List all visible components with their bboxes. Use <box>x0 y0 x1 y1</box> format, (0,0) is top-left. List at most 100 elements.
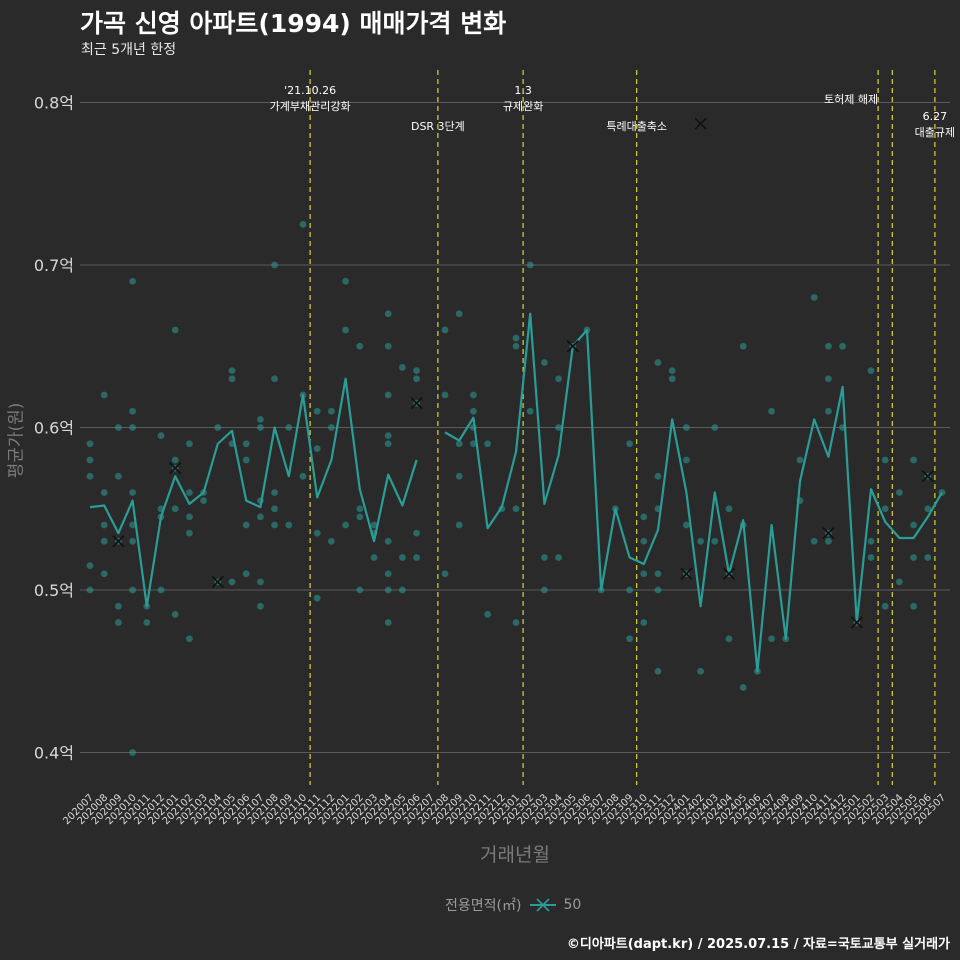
data-point <box>328 537 335 545</box>
x-marker <box>680 567 693 580</box>
event-label: 가계부채관리강화 <box>270 100 351 113</box>
data-point <box>257 602 264 610</box>
data-point <box>370 554 378 561</box>
data-point <box>725 635 733 643</box>
data-point <box>384 432 392 440</box>
data-point <box>626 586 633 594</box>
x-marker-stroke <box>822 527 835 540</box>
data-point <box>271 521 278 529</box>
data-point <box>768 407 775 415</box>
data-point <box>313 445 321 453</box>
data-point <box>711 424 719 431</box>
x-marker <box>850 616 863 629</box>
data-point <box>768 635 775 643</box>
data-point <box>654 667 662 675</box>
chart-title: 가곡 신영 아파트(1994) 매매가격 변화 <box>80 9 507 38</box>
x-marker <box>822 527 835 540</box>
data-point <box>242 440 250 448</box>
data-point <box>810 294 818 301</box>
data-point <box>313 407 321 415</box>
event-label: 규제완화 <box>503 100 543 113</box>
data-point <box>526 261 534 269</box>
data-point <box>356 513 364 521</box>
y-tick-label: 0.4억 <box>34 744 74 763</box>
data-point <box>356 505 364 513</box>
event-label: 6.27 <box>923 110 948 123</box>
data-point <box>910 602 917 610</box>
data-point <box>825 407 832 415</box>
data-point <box>228 367 236 375</box>
x-marker <box>921 470 934 483</box>
data-point <box>399 363 406 371</box>
data-point <box>640 513 648 521</box>
data-point <box>796 456 804 464</box>
data-point <box>867 367 875 375</box>
data-point <box>512 505 520 513</box>
data-point <box>739 684 747 691</box>
data-point <box>825 375 832 383</box>
y-tick-label: 0.7억 <box>34 256 74 275</box>
data-point <box>356 342 364 350</box>
x-marker-stroke <box>211 575 224 588</box>
data-point <box>129 521 137 529</box>
x-marker-stroke <box>566 340 579 353</box>
x-marker-stroke <box>694 117 707 130</box>
event-label: DSR 3단계 <box>411 120 465 133</box>
data-point <box>512 619 520 626</box>
x-marker <box>211 575 224 588</box>
data-point <box>186 529 193 537</box>
data-point <box>839 342 846 350</box>
data-point <box>413 554 420 561</box>
data-point <box>285 521 293 529</box>
data-point <box>455 440 463 448</box>
data-point <box>171 610 179 618</box>
x-marker-stroke <box>722 567 736 580</box>
data-point <box>384 440 392 448</box>
data-point <box>228 578 236 586</box>
data-point <box>711 537 719 545</box>
legend-title: 전용면적(㎡) <box>445 898 522 914</box>
x-marker <box>694 117 707 130</box>
data-point <box>86 456 94 464</box>
series-line <box>444 312 943 673</box>
data-point <box>881 456 889 464</box>
data-point <box>484 440 491 448</box>
x-marker <box>566 340 579 353</box>
data-point <box>171 505 179 513</box>
data-point <box>683 521 690 529</box>
data-point <box>526 407 534 415</box>
data-point <box>512 334 520 342</box>
data-point <box>129 489 137 496</box>
data-point <box>384 391 392 399</box>
source-caption: ©디아파트(dapt.kr) / 2025.07.15 / 자료=국토교통부 실… <box>566 937 950 952</box>
data-point <box>200 497 208 505</box>
data-point <box>100 521 108 529</box>
data-point <box>399 586 406 594</box>
data-point <box>441 391 449 399</box>
data-point <box>384 570 392 578</box>
data-point <box>257 513 264 521</box>
data-point <box>285 424 293 431</box>
data-point <box>867 554 875 561</box>
data-point <box>541 586 548 594</box>
data-point <box>683 456 690 464</box>
data-point <box>143 619 151 626</box>
data-point <box>313 594 321 602</box>
data-point <box>129 749 137 756</box>
data-point <box>413 375 420 383</box>
data-point <box>384 619 392 626</box>
y-tick-label: 0.5억 <box>34 581 74 600</box>
data-point <box>342 521 349 529</box>
data-point <box>881 602 889 610</box>
data-point <box>896 489 903 496</box>
data-point <box>555 554 562 561</box>
data-point <box>129 586 137 594</box>
data-point <box>186 635 193 643</box>
data-point <box>910 554 917 561</box>
data-point <box>129 277 137 285</box>
data-point <box>129 424 137 431</box>
event-label: 토허제 해제 <box>824 92 878 106</box>
data-point <box>186 489 193 496</box>
data-point <box>86 586 94 594</box>
data-point <box>186 513 193 521</box>
